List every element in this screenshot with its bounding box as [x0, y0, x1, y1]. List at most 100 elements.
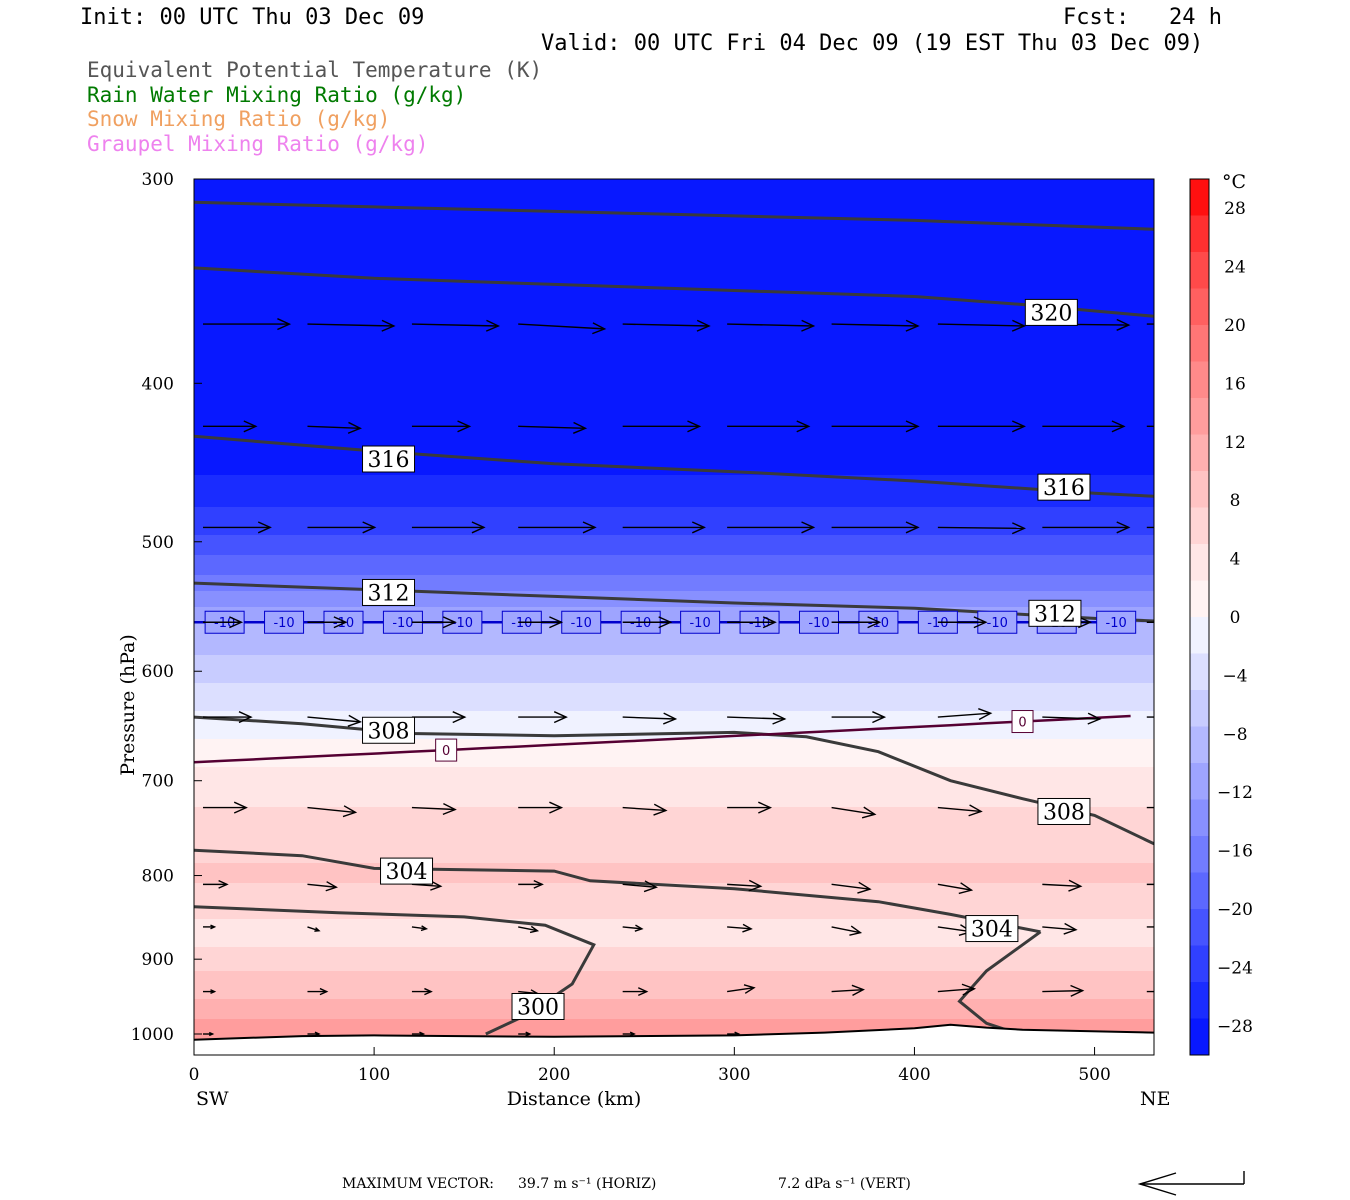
- shade-band: [194, 623, 1154, 628]
- shade-band: [194, 803, 1154, 808]
- colorbar-tick-label: 16: [1224, 374, 1246, 394]
- shade-band: [194, 463, 1154, 468]
- shade-band: [194, 419, 1154, 424]
- isotherm-label: 0: [1018, 716, 1026, 731]
- theta-e-label-box: [362, 716, 416, 744]
- shade-band: [194, 567, 1154, 572]
- wind-vector-head: [277, 318, 292, 331]
- x-tick-label: 0: [189, 1065, 200, 1085]
- shade-band: [194, 1011, 1154, 1016]
- shade-band: [194, 847, 1154, 852]
- x-tick-label: 500: [1078, 1065, 1110, 1085]
- shade-band: [194, 1027, 1154, 1032]
- colorbar-tick-label: −8: [1222, 725, 1247, 745]
- isotherm-label-box: [680, 610, 721, 634]
- colorbar-segment: [1190, 872, 1209, 910]
- wind-vector: [937, 712, 991, 718]
- shade-band: [194, 207, 1154, 212]
- field-label-rain: Rain Water Mixing Ratio (g/kg): [87, 83, 467, 107]
- shade-band: [194, 527, 1154, 532]
- shade-band: [194, 535, 1154, 540]
- wind-vector: [622, 806, 666, 812]
- shade-band: [194, 1031, 1154, 1036]
- plot-frame: [193, 178, 1155, 1056]
- wind-vector-head: [257, 521, 272, 534]
- wind-vector: [307, 926, 320, 932]
- shade-band: [194, 947, 1154, 952]
- shade-band: [194, 907, 1154, 912]
- shade-band: [194, 195, 1154, 200]
- theta-e-label-box: [1024, 298, 1078, 326]
- wind-vector-head: [696, 319, 711, 332]
- shade-band: [194, 555, 1154, 560]
- shade-band: [194, 379, 1154, 384]
- shade-band: [194, 519, 1154, 524]
- wind-vector: [1042, 883, 1081, 887]
- wind-vector: [831, 883, 871, 890]
- wind-vector-head: [243, 420, 258, 433]
- shade-band: [194, 431, 1154, 436]
- wind-vector: [831, 988, 864, 993]
- colorbar-segment: [1190, 288, 1209, 326]
- shade-band: [194, 611, 1154, 616]
- field-label-theta-e: Equivalent Potential Temperature (K): [87, 58, 543, 82]
- shade-band: [194, 551, 1154, 556]
- shade-band: [194, 811, 1154, 816]
- isotherm-label: -10: [927, 616, 948, 631]
- wind-vector: [727, 987, 755, 993]
- shade-band: [194, 451, 1154, 456]
- isotherm-label: -10: [630, 616, 651, 631]
- shade-band: [194, 279, 1154, 284]
- shade-band: [194, 763, 1154, 768]
- wind-vector-head: [533, 879, 544, 889]
- shade-band: [194, 339, 1154, 344]
- shade-band: [194, 843, 1154, 848]
- wind-vector-head: [748, 879, 763, 892]
- isotherm-label: -10: [987, 616, 1008, 631]
- shade-band: [194, 615, 1154, 620]
- shade-band: [194, 231, 1154, 236]
- reference-vector-icon: [1137, 1171, 1245, 1196]
- wind-vector-head: [442, 616, 457, 629]
- wind-vector-head: [424, 987, 433, 996]
- shade-band: [194, 767, 1154, 772]
- x-axis-left-end-label: SW: [196, 1088, 229, 1110]
- wind-vector-head: [742, 923, 753, 933]
- shade-band: [194, 859, 1154, 864]
- isotherm-label: -10: [273, 616, 294, 631]
- y-tick-label: 400: [142, 374, 174, 394]
- shade-band: [194, 839, 1154, 844]
- shade-band: [194, 587, 1154, 592]
- wind-vector-head: [210, 989, 217, 995]
- colorbar-segment: [1190, 361, 1209, 399]
- colorbar-segment: [1190, 580, 1209, 618]
- shade-band: [194, 655, 1154, 660]
- shade-band: [194, 199, 1154, 204]
- shade-band: [194, 579, 1154, 584]
- colorbar-segment: [1190, 325, 1209, 362]
- shade-band: [194, 607, 1154, 612]
- shade-band: [194, 627, 1154, 632]
- isotherm-label: -10: [1106, 616, 1127, 631]
- colorbar-segment: [1190, 252, 1209, 289]
- colorbar-segment: [1190, 726, 1209, 764]
- shade-band: [194, 983, 1154, 988]
- shade-band: [194, 819, 1154, 824]
- init-time: Init: 00 UTC Thu 03 Dec 09: [80, 5, 425, 30]
- shade-band: [194, 571, 1154, 576]
- shade-band: [194, 351, 1154, 356]
- wind-vector-head: [549, 616, 564, 629]
- wind-vector: [307, 323, 394, 327]
- shade-band: [194, 475, 1154, 480]
- theta-e-contour-304: [194, 848, 1041, 934]
- shade-band: [194, 1007, 1154, 1012]
- wind-vector-head: [905, 420, 920, 433]
- shade-band: [194, 547, 1154, 552]
- wind-vector-head: [861, 806, 877, 819]
- field-label-snow: Snow Mixing Ratio (g/kg): [87, 107, 391, 131]
- wind-vector: [937, 526, 1025, 530]
- wind-vector: [307, 806, 356, 814]
- shade-band: [194, 483, 1154, 488]
- shade-band: [194, 851, 1154, 856]
- shade-band: [194, 471, 1154, 476]
